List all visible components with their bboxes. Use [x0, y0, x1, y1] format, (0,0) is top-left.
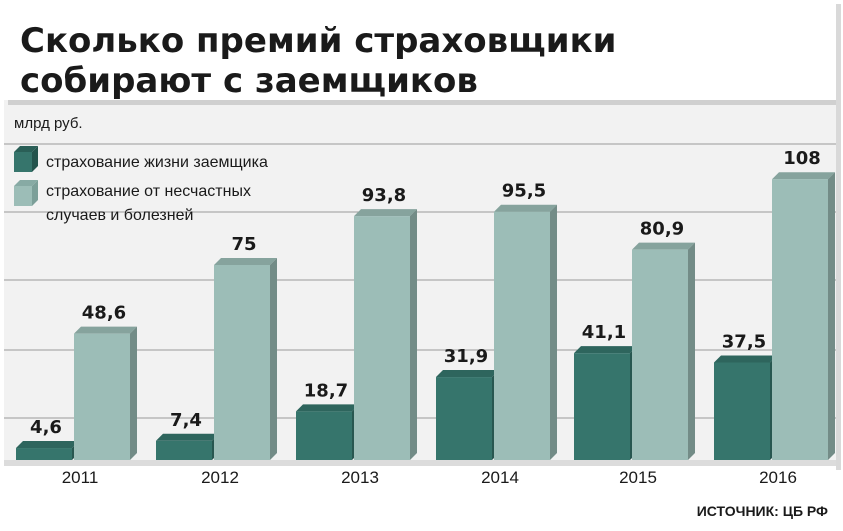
bar-accident-2014 [494, 204, 557, 460]
bar-life-2015 [574, 346, 637, 460]
value-label-accident-2014: 95,5 [502, 181, 546, 202]
bar-front-face [74, 333, 130, 460]
value-label-accident-2016: 108 [783, 148, 821, 169]
bar-top-face [436, 370, 499, 378]
value-label-accident-2012: 75 [231, 234, 256, 255]
bar-accident-2011 [74, 326, 137, 460]
bar-side-face [550, 204, 557, 460]
bar-life-2016 [714, 355, 777, 460]
chart-title-line-2: собирают с заемщиков [20, 61, 478, 101]
bar-front-face [214, 265, 270, 460]
bar-life-2011 [16, 441, 79, 460]
legend-label-life: страхование жизни заемщика [46, 154, 268, 171]
bar-top-face [632, 242, 695, 250]
bar-life-2014 [436, 370, 499, 460]
bar-front-face [354, 216, 410, 460]
legend-label-accident-line-1: страхование от несчастных [46, 183, 251, 200]
bars [16, 172, 835, 460]
value-label-life-2012: 7,4 [170, 410, 202, 431]
chart-floor [4, 460, 836, 466]
bar-top-face [214, 258, 277, 265]
legend: страхование жизни заемщика страхование о… [14, 146, 268, 224]
bar-side-face [410, 209, 417, 460]
bar-top-face [772, 172, 835, 180]
x-tick-2016: 2016 [759, 468, 797, 487]
chart-title-line-1: Сколько премий страховщики [20, 21, 616, 61]
value-label-life-2011: 4,6 [30, 417, 62, 438]
bar-top-face [354, 209, 417, 217]
source-label: ИСТОЧНИК: ЦБ РФ [697, 503, 828, 519]
bar-accident-2016 [772, 172, 835, 460]
bar-accident-2015 [632, 242, 695, 460]
value-label-life-2016: 37,5 [722, 332, 766, 353]
legend-label-accident-line-2: случаев и болезней [46, 207, 193, 224]
unit-label: млрд руб. [14, 115, 83, 132]
chart-right-strip [836, 4, 841, 470]
bar-top-face [494, 204, 557, 212]
bar-front-face [436, 377, 492, 460]
bar-front-face [574, 353, 630, 460]
bar-life-2012 [156, 433, 219, 460]
value-label-life-2014: 31,9 [444, 346, 488, 367]
floor-band [4, 460, 836, 466]
bar-top-face [714, 355, 777, 363]
value-label-accident-2011: 48,6 [82, 303, 126, 324]
bar-side-face [130, 326, 137, 460]
bar-top-face [16, 441, 79, 449]
title-box [4, 4, 836, 100]
bar-front-face [16, 448, 72, 460]
bar-top-face [74, 326, 137, 334]
value-label-accident-2015: 80,9 [640, 219, 684, 240]
bar-top-face [574, 346, 637, 354]
x-tick-2015: 2015 [619, 468, 657, 487]
bar-life-2013 [296, 404, 359, 460]
x-tick-2014: 2014 [481, 468, 519, 487]
grid-lines [4, 143, 836, 419]
bar-accident-2012 [214, 258, 277, 460]
x-tick-labels: 2011 2012 2013 2014 2015 2016 [62, 468, 797, 487]
bar-front-face [772, 179, 828, 460]
bar-top-face [156, 433, 219, 441]
bar-side-face [828, 172, 835, 460]
title-box-shadow [8, 100, 836, 105]
value-label-life-2013: 18,7 [304, 380, 348, 401]
bar-front-face [714, 362, 770, 460]
legend-swatch-life [14, 146, 38, 172]
bar-accident-2013 [354, 209, 417, 460]
value-labels: 4,6 48,6 7,4 75 18,7 93,8 31,9 95,5 41,1 80,9 37,5… [30, 148, 821, 438]
bar-front-face [494, 211, 550, 460]
x-tick-2013: 2013 [341, 468, 379, 487]
bar-side-face [270, 258, 277, 460]
bar-front-face [296, 411, 352, 460]
value-label-accident-2013: 93,8 [362, 185, 406, 206]
bar-top-face [296, 404, 359, 412]
value-label-life-2015: 41,1 [582, 322, 626, 343]
legend-swatch-accident [14, 180, 38, 206]
bar-front-face [632, 249, 688, 460]
bar-side-face [688, 242, 695, 460]
bar-front-face [156, 440, 212, 460]
x-tick-2011: 2011 [62, 468, 99, 487]
x-tick-2012: 2012 [201, 468, 239, 487]
